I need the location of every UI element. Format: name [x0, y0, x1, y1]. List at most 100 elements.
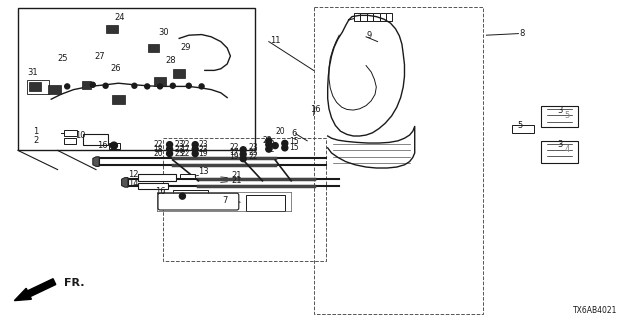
Bar [112, 95, 125, 104]
Text: 23: 23 [248, 143, 258, 152]
Text: 9: 9 [366, 31, 371, 40]
Circle shape [192, 146, 198, 152]
Text: 20: 20 [275, 127, 285, 136]
Text: 22: 22 [180, 140, 190, 148]
Bar [541, 106, 578, 127]
Text: FR.: FR. [64, 278, 84, 288]
Bar [64, 138, 76, 144]
Text: 23: 23 [174, 145, 184, 154]
Text: 18: 18 [154, 145, 163, 154]
Bar [354, 13, 360, 21]
Text: 5: 5 [517, 121, 522, 130]
Circle shape [166, 146, 173, 152]
Bar [29, 82, 41, 91]
Bar [138, 183, 168, 189]
Circle shape [266, 138, 272, 144]
Text: 2: 2 [33, 136, 38, 145]
Text: 22: 22 [266, 145, 275, 154]
Bar [82, 81, 91, 89]
Text: 18: 18 [266, 140, 275, 149]
Circle shape [240, 156, 246, 162]
Text: 11: 11 [270, 36, 280, 45]
Text: 22: 22 [154, 140, 163, 148]
Circle shape [166, 142, 173, 148]
Text: 25: 25 [58, 54, 68, 63]
FancyBboxPatch shape [158, 193, 239, 210]
Text: 22: 22 [180, 149, 190, 158]
Bar [367, 13, 373, 21]
Bar [386, 13, 392, 21]
Text: 29: 29 [180, 43, 191, 52]
Text: 6: 6 [291, 129, 296, 138]
Text: 16: 16 [97, 141, 108, 150]
Circle shape [240, 151, 246, 157]
Text: 17: 17 [229, 148, 239, 157]
Bar [246, 195, 285, 211]
Circle shape [272, 143, 278, 148]
Bar [541, 141, 578, 163]
Circle shape [179, 193, 186, 199]
Bar [48, 85, 61, 94]
Text: 15: 15 [289, 143, 299, 152]
Text: 22: 22 [248, 152, 258, 161]
Circle shape [282, 145, 288, 151]
Text: 14: 14 [128, 179, 138, 188]
Bar [138, 174, 176, 181]
Text: 21: 21 [232, 171, 242, 180]
Bar [83, 134, 108, 145]
Text: •: • [174, 140, 177, 144]
Bar [27, 80, 49, 94]
Circle shape [111, 142, 117, 149]
Text: 16: 16 [310, 105, 321, 114]
Text: 31: 31 [28, 68, 38, 76]
Bar [148, 44, 159, 52]
Text: 23: 23 [198, 145, 208, 154]
Circle shape [240, 147, 246, 153]
Bar [64, 130, 77, 136]
Circle shape [90, 82, 95, 87]
Text: 21: 21 [232, 176, 242, 185]
Text: 1: 1 [33, 127, 38, 136]
Text: 12: 12 [128, 170, 138, 179]
Text: 28: 28 [165, 56, 176, 65]
Text: 30: 30 [159, 28, 170, 36]
Bar [180, 174, 195, 178]
FancyArrow shape [14, 279, 56, 300]
Bar [106, 25, 118, 33]
Text: 20: 20 [154, 149, 163, 158]
Circle shape [103, 83, 108, 88]
Text: 7: 7 [223, 196, 228, 204]
Circle shape [282, 140, 288, 146]
Text: 22: 22 [229, 143, 239, 152]
Bar [314, 7, 483, 314]
Text: 23: 23 [248, 148, 258, 157]
Polygon shape [122, 178, 128, 187]
Bar [380, 13, 386, 21]
Circle shape [266, 142, 272, 148]
Circle shape [145, 84, 150, 89]
Bar [173, 190, 208, 202]
Circle shape [186, 83, 191, 88]
Text: 16: 16 [155, 187, 166, 196]
Polygon shape [93, 157, 99, 166]
Text: 24: 24 [114, 13, 124, 22]
Text: 13: 13 [198, 167, 209, 176]
Circle shape [192, 142, 198, 148]
Text: 5: 5 [564, 111, 570, 120]
Circle shape [192, 151, 198, 156]
Text: TX6AB4021: TX6AB4021 [573, 306, 617, 315]
Bar [18, 8, 255, 150]
Text: 23: 23 [262, 136, 272, 145]
Circle shape [266, 146, 272, 152]
Circle shape [199, 84, 204, 89]
Text: 17: 17 [180, 145, 190, 154]
Bar [173, 69, 185, 78]
Text: 26: 26 [110, 64, 121, 73]
Bar [109, 143, 120, 149]
Bar [512, 125, 534, 133]
Text: 10: 10 [76, 131, 86, 140]
Text: 23: 23 [198, 140, 208, 148]
Text: 3: 3 [557, 106, 562, 115]
Text: 19: 19 [229, 152, 239, 161]
Bar [154, 77, 166, 86]
